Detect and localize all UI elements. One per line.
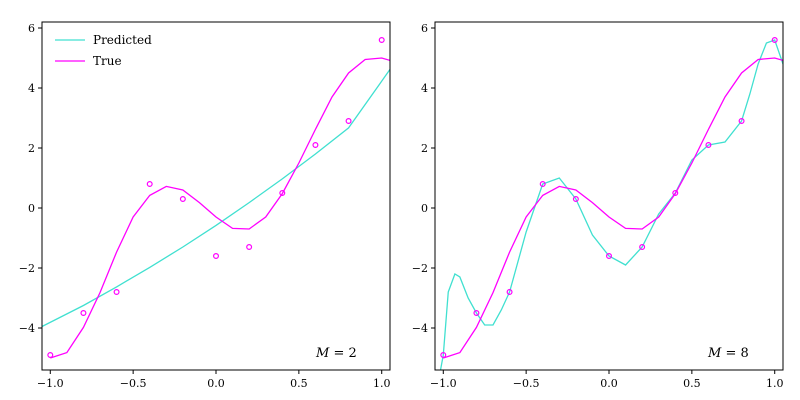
data-point-left — [47, 352, 54, 359]
y-tick-label-left: 6 — [28, 22, 35, 35]
data-point-right — [639, 244, 646, 251]
x-tick-label-left: 0.0 — [207, 377, 225, 390]
data-point-left — [345, 117, 352, 124]
x-tick-label-right: −0.5 — [513, 377, 540, 390]
y-tick-label-right: 0 — [421, 202, 428, 215]
x-tick-label-right: 0.0 — [600, 377, 618, 390]
series-line-predicted-right — [439, 39, 783, 370]
axes-frame-left — [41, 21, 391, 371]
data-point-right — [473, 310, 480, 317]
annotation-left: M = 2 — [315, 346, 357, 361]
chart-panel-right: −1.0 −0.5 0.0 0.5 1.0 −4 −2 0 2 4 6 M = 8 — [412, 21, 784, 390]
x-tick-label-left: 0.5 — [290, 377, 308, 390]
data-point-left — [80, 310, 87, 317]
x-tick-label-left: 1.0 — [373, 377, 391, 390]
data-point-left — [246, 244, 253, 251]
x-tick-label-right: −1.0 — [430, 377, 457, 390]
data-point-right — [738, 117, 745, 124]
data-point-left — [378, 36, 385, 43]
y-tick-label-left: 2 — [28, 142, 35, 155]
data-point-left — [213, 253, 220, 260]
chart-panel-left: −1.0 −0.5 0.0 0.5 1.0 −4 −2 0 2 4 6 Predicted True… — [19, 21, 391, 390]
data-point-right — [605, 253, 612, 260]
series-line-true-right — [443, 57, 783, 359]
data-point-right — [440, 352, 447, 359]
annotation-right: M = 8 — [707, 346, 749, 361]
y-tick-label-right: 6 — [421, 22, 428, 35]
y-tick-label-left: −4 — [19, 322, 35, 335]
y-tick-label-right: 2 — [421, 142, 428, 155]
data-point-right — [572, 196, 579, 203]
ticks-left: −1.0 −0.5 0.0 0.5 1.0 −4 −2 0 2 4 6 — [19, 22, 391, 390]
ticks-right: −1.0 −0.5 0.0 0.5 1.0 −4 −2 0 2 4 6 — [412, 22, 784, 390]
plot-marks-left — [42, 36, 390, 359]
y-tick-label-right: −4 — [412, 322, 428, 335]
series-line-predicted-left — [42, 69, 390, 328]
legend-label-predicted: Predicted — [93, 33, 152, 47]
data-point-left — [146, 181, 153, 188]
data-point-right — [771, 36, 778, 43]
data-point-right — [539, 181, 546, 188]
plot-marks-right — [439, 36, 783, 370]
data-point-left — [179, 196, 186, 203]
x-tick-label-right: 0.5 — [683, 377, 701, 390]
y-tick-label-left: 0 — [28, 202, 35, 215]
axes-frame-right — [434, 21, 784, 371]
data-point-left — [312, 142, 319, 149]
x-tick-label-right: 1.0 — [766, 377, 784, 390]
y-tick-label-left: −2 — [19, 262, 35, 275]
data-point-right — [506, 289, 513, 296]
data-point-right — [672, 190, 679, 197]
y-tick-label-right: −2 — [412, 262, 428, 275]
y-tick-label-right: 4 — [421, 82, 428, 95]
data-point-right — [705, 142, 712, 149]
x-tick-label-left: −0.5 — [120, 377, 147, 390]
y-tick-label-left: 4 — [28, 82, 35, 95]
x-tick-label-left: −1.0 — [37, 377, 64, 390]
legend-label-true: True — [93, 54, 122, 68]
series-line-true-left — [50, 57, 390, 359]
legend: Predicted True — [55, 33, 152, 68]
data-point-left — [279, 190, 286, 197]
data-point-left — [113, 289, 120, 296]
